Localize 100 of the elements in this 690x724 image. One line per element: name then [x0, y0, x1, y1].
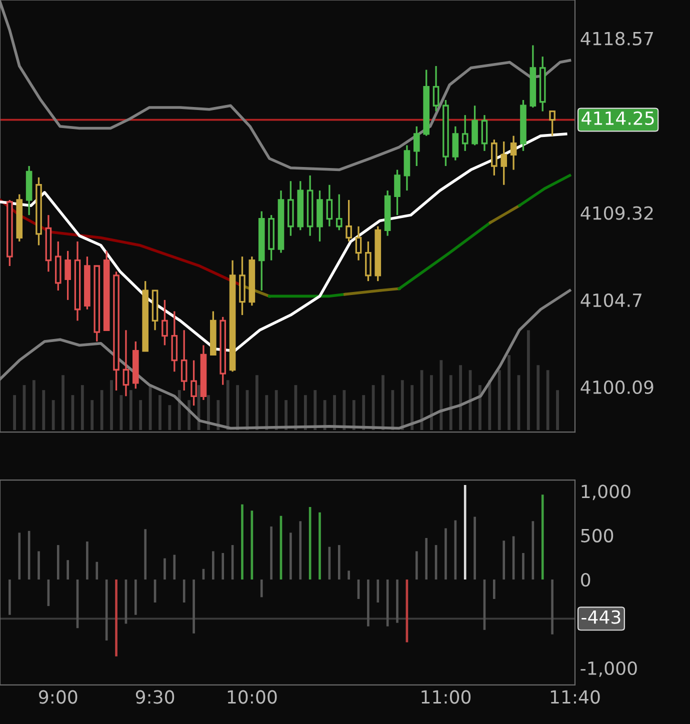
- bar: [376, 580, 380, 603]
- bar: [100, 390, 104, 430]
- x-tick-label: 9:00: [39, 690, 78, 704]
- bar: [396, 580, 398, 623]
- bar: [323, 400, 326, 430]
- candlestick: [180, 329, 188, 392]
- bar: [290, 532, 292, 580]
- bar: [400, 380, 404, 430]
- bar: [536, 365, 540, 430]
- bar: [241, 504, 244, 580]
- bar: [178, 390, 181, 430]
- ref-line-label: 4114.25: [582, 111, 654, 126]
- bar: [270, 526, 272, 580]
- bar: [274, 390, 278, 430]
- bar: [284, 400, 288, 430]
- bar: [304, 395, 307, 430]
- bar: [541, 494, 544, 580]
- bar: [440, 360, 443, 430]
- y-tick-label: 4109.32: [580, 206, 653, 220]
- x-tick-label: 11:00: [422, 690, 471, 704]
- bar: [362, 395, 366, 430]
- candlestick: [122, 329, 130, 397]
- bar: [139, 400, 142, 430]
- x-tick-label: 10:00: [228, 690, 277, 704]
- bar: [314, 390, 317, 430]
- line-series: [0, 289, 572, 430]
- bar: [508, 355, 510, 430]
- bar: [32, 380, 36, 430]
- bar: [255, 375, 258, 430]
- bar: [90, 400, 94, 430]
- candlestick: [336, 193, 342, 231]
- candlestick: [394, 168, 400, 216]
- bar: [42, 390, 46, 430]
- bar: [464, 484, 466, 580]
- candlestick: [190, 359, 197, 406]
- candlestick: [491, 138, 498, 176]
- bar: [18, 532, 21, 580]
- bar: [546, 370, 550, 430]
- bar: [13, 395, 16, 430]
- candlestick: [162, 299, 168, 346]
- bar: [212, 551, 214, 580]
- bar: [52, 400, 55, 430]
- bar: [62, 375, 64, 430]
- bar: [318, 512, 321, 580]
- candlestick: [355, 226, 362, 262]
- candlestick: [346, 199, 352, 242]
- x-tick-label: 11:40: [550, 690, 600, 704]
- bar: [216, 400, 220, 430]
- bar: [115, 580, 118, 656]
- bar: [502, 540, 506, 580]
- candlestick: [413, 126, 420, 167]
- bar: [86, 542, 88, 580]
- bar: [182, 580, 186, 603]
- ref-line-label: -443: [582, 610, 620, 624]
- y-tick-label: 4118.57: [580, 32, 653, 46]
- bar: [333, 395, 336, 430]
- bar: [372, 385, 375, 430]
- bar: [410, 385, 414, 430]
- bar: [338, 545, 340, 580]
- bar: [299, 521, 302, 580]
- bar: [129, 390, 132, 430]
- bar: [110, 380, 113, 430]
- bar: [382, 375, 384, 430]
- bar: [134, 580, 137, 615]
- bar: [96, 562, 98, 580]
- y-tick-label: -1,000: [580, 661, 637, 677]
- bar: [56, 545, 60, 580]
- y-tick-label: 500: [581, 528, 614, 542]
- bar: [168, 405, 172, 430]
- bar: [551, 580, 554, 634]
- bar: [391, 390, 394, 430]
- bar: [192, 580, 195, 634]
- candlestick: [452, 126, 459, 162]
- bar: [66, 560, 69, 580]
- bar: [164, 558, 166, 580]
- bar: [459, 365, 462, 430]
- bar: [488, 380, 492, 430]
- y-tick-label: 4104.7: [580, 293, 642, 308]
- candlestick: [64, 250, 71, 301]
- bar: [430, 375, 433, 430]
- bar: [236, 385, 240, 430]
- bar: [425, 538, 428, 580]
- bar: [367, 580, 370, 626]
- bar: [498, 370, 501, 430]
- candlestick: [500, 140, 508, 186]
- candlestick: [481, 114, 488, 152]
- candlestick: [472, 104, 478, 146]
- bar: [454, 520, 457, 580]
- bar: [493, 580, 496, 599]
- candlestick: [510, 134, 517, 171]
- bar: [415, 551, 418, 580]
- bar: [444, 528, 447, 580]
- bar: [474, 516, 476, 580]
- candlestick: [365, 240, 372, 282]
- bar: [38, 551, 40, 580]
- candlestick: [432, 65, 440, 112]
- x-tick-label: 9:30: [136, 690, 174, 704]
- bar: [352, 400, 356, 430]
- bar: [80, 385, 84, 430]
- bar: [260, 580, 263, 598]
